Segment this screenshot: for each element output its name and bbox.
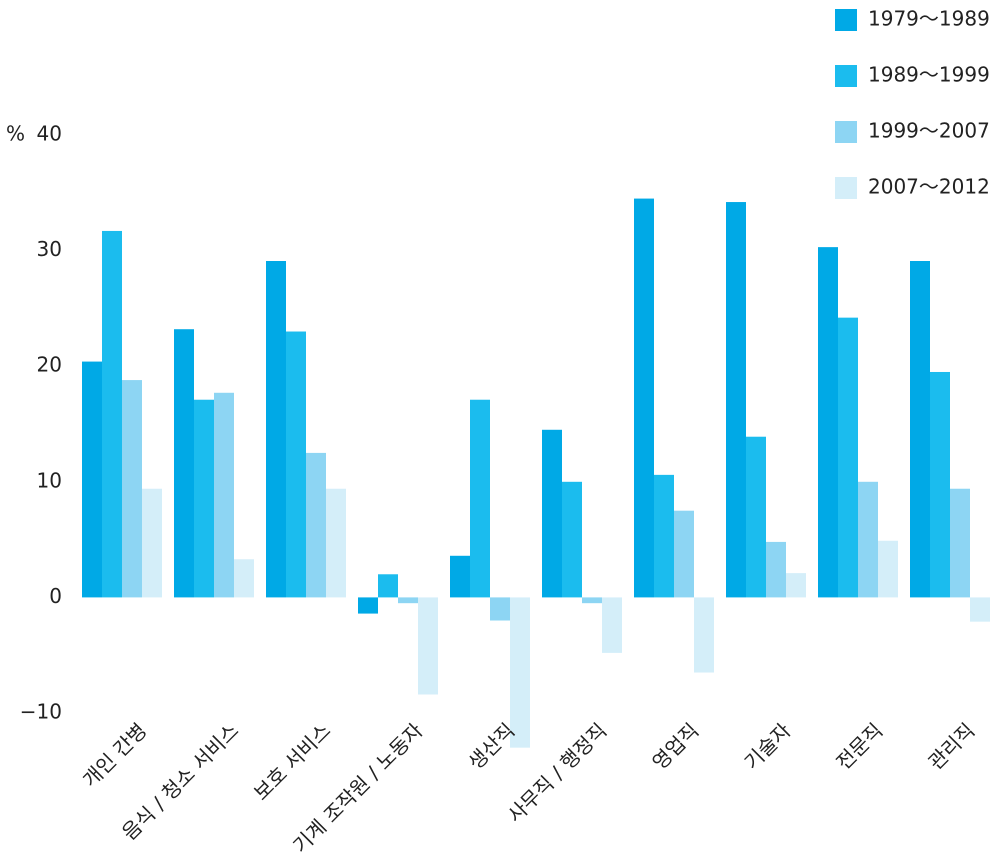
- bar: [82, 361, 102, 598]
- bar: [102, 230, 122, 598]
- legend-swatch: [835, 9, 857, 31]
- legend-label: 1989～1999: [868, 63, 990, 87]
- bar: [378, 574, 398, 598]
- legend-label: 1979～1989: [868, 7, 990, 31]
- x-tick-label: 기술자: [739, 718, 795, 774]
- bar: [674, 510, 694, 598]
- x-tick-label: 영업직: [647, 718, 703, 774]
- bar: [542, 429, 562, 598]
- bar: [786, 573, 806, 598]
- bar: [194, 399, 214, 598]
- y-tick-label: 40: [37, 122, 62, 146]
- legend-label: 2007～2012: [868, 175, 990, 199]
- x-tick-label: 보호 서비스: [249, 718, 336, 805]
- bar: [450, 555, 470, 598]
- bar: [490, 597, 510, 621]
- bar: [266, 261, 286, 598]
- bar: [746, 436, 766, 598]
- y-tick-label: −10: [20, 700, 62, 724]
- legend-swatch: [835, 177, 857, 199]
- bar: [142, 488, 162, 598]
- bar: [582, 597, 602, 604]
- bar: [726, 202, 746, 598]
- y-tick-label: 30: [37, 237, 62, 261]
- legend-swatch: [835, 65, 857, 87]
- y-tick-label: 0: [49, 584, 62, 608]
- bar: [602, 597, 622, 653]
- bar: [398, 597, 418, 604]
- bar: [910, 261, 930, 598]
- x-tick-label: 전문직: [831, 718, 887, 774]
- bar: [174, 329, 194, 598]
- bar: [818, 247, 838, 598]
- y-tick-label: 10: [37, 468, 62, 492]
- bar: [306, 452, 326, 598]
- bar: [234, 559, 254, 598]
- bar: [122, 380, 142, 598]
- y-unit: %: [6, 122, 25, 146]
- bar: [970, 597, 990, 622]
- bar: [286, 331, 306, 598]
- bar: [418, 597, 438, 695]
- bar: [858, 481, 878, 598]
- bar: [358, 597, 378, 614]
- bar: [950, 488, 970, 598]
- legend-swatch: [835, 121, 857, 143]
- bar: [326, 488, 346, 598]
- x-tick-label: 관리직: [923, 718, 979, 774]
- x-tick-label: 개인 간병: [78, 718, 152, 792]
- bar: [634, 198, 654, 598]
- bar: [470, 399, 490, 598]
- bar: [214, 392, 234, 598]
- legend-label: 1999～2007: [868, 119, 990, 143]
- bar: [562, 481, 582, 598]
- bar: [930, 371, 950, 598]
- bar: [694, 597, 714, 673]
- bar: [838, 317, 858, 598]
- bar: [654, 474, 674, 598]
- bar: [878, 540, 898, 598]
- bar: [766, 541, 786, 598]
- y-tick-label: 20: [37, 353, 62, 377]
- bar: [510, 597, 530, 748]
